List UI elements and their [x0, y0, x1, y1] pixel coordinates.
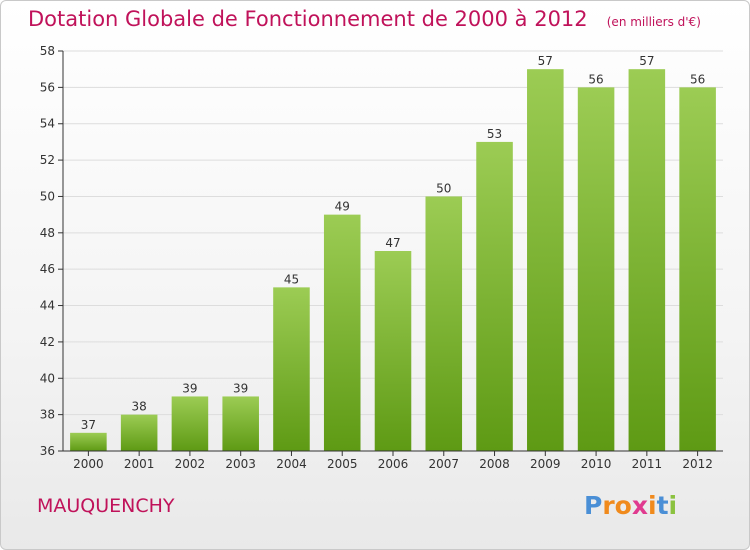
x-tick-label: 2007	[428, 457, 459, 471]
data-label: 57	[538, 54, 553, 68]
y-tick-label: 50	[40, 189, 55, 203]
data-label: 49	[335, 200, 350, 214]
bar	[476, 141, 513, 451]
x-tick-label: 2001	[124, 457, 155, 471]
y-tick-label: 56	[40, 80, 55, 94]
title-line: Dotation Globale de Fonctionnement de 20…	[28, 7, 701, 31]
bar	[222, 396, 259, 451]
logo-letter: o	[614, 491, 632, 520]
y-tick-label: 40	[40, 371, 55, 385]
chart-unit: (en milliers d'€)	[606, 15, 701, 29]
data-label: 39	[233, 381, 248, 395]
data-label: 56	[690, 72, 705, 86]
data-label: 45	[284, 272, 299, 286]
x-tick-label: 2005	[327, 457, 358, 471]
data-label: 57	[639, 54, 654, 68]
x-tick-label: 2009	[530, 457, 561, 471]
x-tick-label: 2011	[632, 457, 663, 471]
data-label: 50	[436, 181, 451, 195]
logo-letter: P	[584, 491, 603, 520]
bar	[425, 196, 463, 451]
x-tick-label: 2002	[175, 457, 206, 471]
y-tick-label: 58	[40, 44, 55, 58]
data-label: 39	[182, 381, 197, 395]
y-tick-label: 42	[40, 335, 55, 349]
x-tick-label: 2003	[225, 457, 256, 471]
logo-letter: i	[668, 491, 678, 520]
proxiti-logo: Proxiti	[584, 491, 677, 520]
y-tick-label: 46	[40, 262, 55, 276]
bars	[70, 69, 716, 451]
axes: 36 38 40 42 44 46 48 50 52 54 56 58 2000 2001 2002 2003…	[40, 44, 723, 471]
data-label: 47	[385, 236, 400, 250]
logo-letter: x	[631, 491, 648, 520]
data-label: 37	[81, 418, 96, 432]
logo-letter: t	[656, 491, 669, 520]
data-label: 53	[487, 127, 502, 141]
data-label: 56	[588, 72, 603, 86]
x-tick-label: 2012	[682, 457, 713, 471]
bar	[171, 396, 209, 451]
chart-title: Dotation Globale de Fonctionnement de 20…	[28, 7, 588, 31]
bar	[70, 432, 107, 451]
bar	[527, 69, 564, 451]
city-name: MAUQUENCHY	[37, 495, 175, 517]
bar	[374, 251, 412, 451]
logo-letter: r	[602, 491, 615, 520]
bar	[323, 214, 361, 451]
x-tick-label: 2006	[378, 457, 409, 471]
y-tick-label: 48	[40, 226, 55, 240]
data-label: 38	[132, 400, 147, 414]
y-tick-label: 54	[40, 117, 55, 131]
logo-letter: i	[648, 491, 657, 520]
x-tick-label: 2004	[276, 457, 307, 471]
bar	[577, 87, 615, 451]
x-tick-label: 2008	[479, 457, 510, 471]
bar	[679, 87, 716, 451]
data-labels: 37 38 39 39 45 49 47 50 53 57 56 57 56	[81, 54, 706, 432]
x-tick-label: 2000	[73, 457, 104, 471]
y-tick-label: 36	[40, 444, 55, 458]
bar	[120, 414, 158, 451]
x-tick-label: 2010	[581, 457, 612, 471]
y-tick-label: 44	[40, 299, 55, 313]
y-tick-label: 38	[40, 408, 55, 422]
bar	[628, 69, 666, 451]
y-tick-label: 52	[40, 153, 55, 167]
bar	[273, 287, 310, 451]
